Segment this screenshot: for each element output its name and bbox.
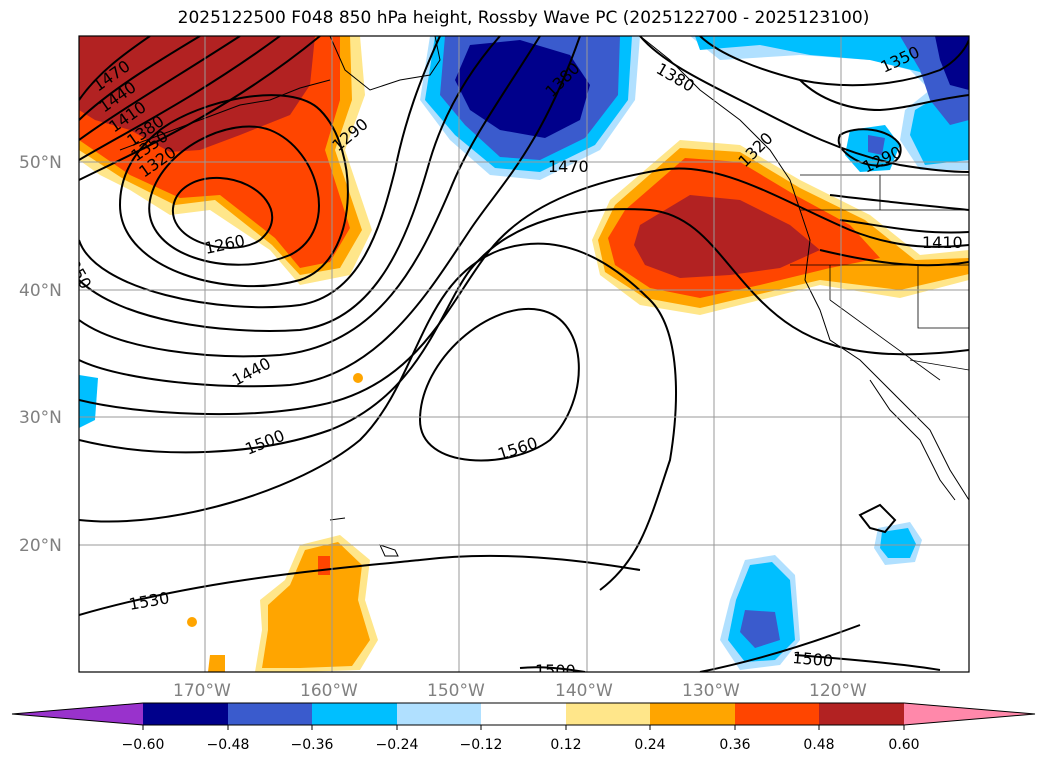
- colorbar-swatch: [228, 703, 312, 725]
- colorbar-tick-label: 0.24: [634, 737, 665, 753]
- latitude-labels: 50°N 40°N 30°N 20°N: [19, 153, 62, 556]
- colorbar-swatch: [904, 703, 1035, 725]
- anomaly-negative-south: [79, 375, 922, 670]
- colorbar-swatch: [566, 703, 650, 725]
- colorbar-tick-label: −0.60: [122, 737, 165, 753]
- colorbar-tick-label: 0.48: [803, 737, 834, 753]
- lat-label: 50°N: [19, 153, 62, 173]
- colorbar-tick-label: −0.36: [291, 737, 334, 753]
- anomaly-positive-west-coast: [592, 140, 969, 315]
- height-contours: [79, 36, 969, 672]
- anomaly-positive-south: [187, 373, 378, 672]
- colorbar-swatch: [397, 703, 481, 725]
- colorbar-tick-label: −0.48: [207, 737, 250, 753]
- contour-label: 1410: [922, 233, 963, 252]
- colorbar-tick-label: 0.60: [888, 737, 919, 753]
- graticule: [79, 36, 969, 672]
- colorbar-ticks: [142, 725, 905, 730]
- map-title: 2025122500 F048 850 hPa height, Rossby W…: [177, 8, 870, 28]
- contour-label: 1500: [792, 648, 834, 670]
- lon-label: 120°W: [809, 681, 867, 701]
- lat-label: 30°N: [19, 408, 62, 428]
- lat-label: 20°N: [19, 536, 62, 556]
- colorbar-swatch: [312, 703, 397, 725]
- lon-label: 160°W: [300, 681, 358, 701]
- colorbar-swatch: [143, 703, 228, 725]
- colorbar-tick-label: −0.12: [460, 737, 503, 753]
- colorbar-swatch: [735, 703, 819, 725]
- colorbar-swatch: [819, 703, 904, 725]
- colorbar-swatch: [650, 703, 735, 725]
- contour-label: 1470: [548, 157, 589, 176]
- coastlines: [119, 36, 969, 557]
- contour-label: 1500: [535, 661, 576, 680]
- lon-label: 130°W: [682, 681, 740, 701]
- lon-label: 170°W: [173, 681, 231, 701]
- colorbar-tick-label: 0.12: [550, 737, 581, 753]
- colorbar-tick-label: 0.36: [719, 737, 750, 753]
- lat-label: 40°N: [19, 281, 62, 301]
- longitude-labels: 170°W 160°W 150°W 140°W 130°W 120°W: [173, 681, 867, 701]
- colorbar-tick-label: −0.24: [376, 737, 419, 753]
- colorbar-swatch: [481, 703, 566, 725]
- map-plot-area: 1470 1440 1410 1380 1350 1320 1260 1290 …: [79, 36, 969, 680]
- colorbar-tick-labels: −0.60 −0.48 −0.36 −0.24 −0.12 0.12 0.24 …: [122, 737, 920, 753]
- lon-label: 150°W: [427, 681, 485, 701]
- colorbar-swatch: [12, 703, 143, 725]
- plot-frame: [78, 35, 970, 673]
- lon-label: 140°W: [555, 681, 613, 701]
- colorbar: −0.60 −0.48 −0.36 −0.24 −0.12 0.12 0.24 …: [11, 702, 1036, 753]
